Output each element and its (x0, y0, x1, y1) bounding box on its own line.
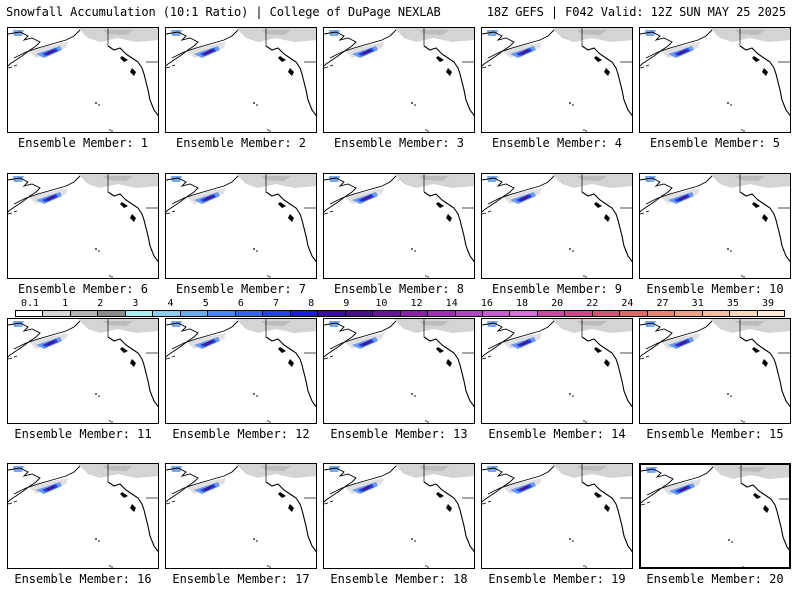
ensemble-member-map[interactable] (7, 463, 159, 569)
ensemble-member-label: Ensemble Member: 15 (646, 427, 784, 441)
colorbar-swatch (565, 311, 593, 316)
colorbar-tick-label: 5 (202, 298, 209, 309)
colorbar-swatch (455, 311, 483, 316)
ensemble-member-label: Ensemble Member: 2 (175, 136, 307, 150)
colorbar-swatch (290, 311, 319, 316)
valid-time: 18Z GEFS | F042 Valid: 12Z SUN MAY 25 20… (486, 5, 786, 19)
colorbar-tick-label: 4 (167, 298, 174, 309)
colorbar-tick-label: 1 (62, 298, 69, 309)
colorbar-tick-label: 27 (656, 298, 669, 309)
ensemble-member-map[interactable] (481, 318, 633, 424)
ensemble-member-label: Ensemble Member: 19 (488, 572, 626, 586)
ensemble-member-label: Ensemble Member: 7 (175, 282, 307, 296)
ensemble-member-label: Ensemble Member: 12 (172, 427, 310, 441)
colorbar-tick-label: 22 (586, 298, 599, 309)
colorbar-swatch (620, 311, 648, 316)
colorbar-swatch (125, 311, 154, 316)
colorbar-swatch (400, 311, 429, 316)
colorbar-swatch (70, 311, 99, 316)
colorbar-swatch (318, 311, 346, 316)
colorbar-tick-label: 39 (761, 298, 775, 309)
product-title: Snowfall Accumulation (10:1 Ratio) | Col… (6, 5, 441, 19)
ensemble-member-map[interactable] (323, 27, 475, 133)
colorbar-tick-label: 24 (621, 298, 634, 309)
ensemble-member-label: Ensemble Member: 17 (172, 572, 310, 586)
colorbar-tick-label: 2 (97, 298, 104, 309)
ensemble-member-map[interactable] (323, 173, 475, 279)
ensemble-member-map[interactable] (165, 173, 317, 279)
colorbar-swatch (675, 311, 703, 316)
colorbar-swatch (647, 311, 676, 316)
ensemble-member-map[interactable] (481, 463, 633, 569)
ensemble-member-label: Ensemble Member: 6 (17, 282, 149, 296)
ensemble-member-map[interactable] (481, 27, 633, 133)
colorbar-swatch (702, 311, 731, 316)
colorbar-swatch (730, 311, 758, 316)
colorbar-tick-label: 7 (272, 298, 280, 309)
snowfall-colorbar (15, 310, 785, 317)
ensemble-member-label: Ensemble Member: 8 (333, 282, 465, 296)
colorbar-tick-label: 0.1 (20, 298, 40, 309)
colorbar-swatch (428, 311, 456, 316)
colorbar-swatch (16, 311, 44, 316)
colorbar-tick-label: 3 (132, 298, 139, 309)
colorbar-tick-label: 16 (480, 298, 493, 309)
colorbar-swatch (345, 311, 374, 316)
colorbar-swatch (180, 311, 209, 316)
ensemble-member-map[interactable] (639, 173, 791, 279)
colorbar-swatch (373, 311, 401, 316)
ensemble-member-map[interactable] (165, 463, 317, 569)
colorbar-swatch (592, 311, 621, 316)
ensemble-member-map[interactable] (639, 27, 791, 133)
colorbar-swatch (153, 311, 181, 316)
colorbar-swatch (510, 311, 538, 316)
ensemble-member-label: Ensemble Member: 14 (488, 427, 626, 441)
colorbar-tick-label: 14 (445, 298, 458, 309)
ensemble-member-map[interactable] (7, 318, 159, 424)
colorbar-tick-label: 12 (410, 298, 423, 309)
colorbar-swatch (482, 311, 511, 316)
colorbar-tick-label: 8 (308, 298, 315, 309)
ensemble-member-label: Ensemble Member: 20 (646, 572, 784, 586)
ensemble-member-label: Ensemble Member: 4 (491, 136, 623, 150)
ensemble-member-label: Ensemble Member: 13 (330, 427, 468, 441)
colorbar-tick-label: 10 (375, 298, 388, 309)
ensemble-member-map[interactable] (7, 27, 159, 133)
ensemble-member-map[interactable] (639, 318, 791, 424)
ensemble-member-label: Ensemble Member: 1 (17, 136, 149, 150)
colorbar-tick-label: 9 (343, 298, 350, 309)
colorbar-swatch (263, 311, 291, 316)
ensemble-member-map[interactable] (323, 318, 475, 424)
ensemble-member-label: Ensemble Member: 10 (646, 282, 784, 296)
colorbar-tick-label: 6 (237, 298, 244, 309)
ensemble-member-label: Ensemble Member: 3 (333, 136, 465, 150)
ensemble-member-map[interactable] (481, 173, 633, 279)
ensemble-member-map[interactable] (165, 27, 317, 133)
ensemble-member-map[interactable] (7, 173, 159, 279)
ensemble-member-label: Ensemble Member: 18 (330, 572, 468, 586)
ensemble-member-label: Ensemble Member: 11 (14, 427, 152, 441)
colorbar-tick-label: 35 (726, 298, 739, 309)
ensemble-member-map[interactable] (323, 463, 475, 569)
ensemble-member-label: Ensemble Member: 16 (14, 572, 152, 586)
colorbar-tick-label: 31 (691, 298, 704, 309)
ensemble-member-label: Ensemble Member: 5 (649, 136, 781, 150)
colorbar-tick-label: 20 (551, 298, 564, 309)
ensemble-member-map[interactable] (639, 463, 791, 569)
colorbar-tick-label: 18 (515, 298, 529, 309)
colorbar-swatch (235, 311, 264, 316)
colorbar-swatch (208, 311, 236, 316)
colorbar-swatch (537, 311, 566, 316)
colorbar-swatch (43, 311, 71, 316)
ensemble-member-label: Ensemble Member: 9 (491, 282, 623, 296)
ensemble-member-map[interactable] (165, 318, 317, 424)
colorbar-swatch (98, 311, 126, 316)
colorbar-swatch (757, 311, 785, 316)
